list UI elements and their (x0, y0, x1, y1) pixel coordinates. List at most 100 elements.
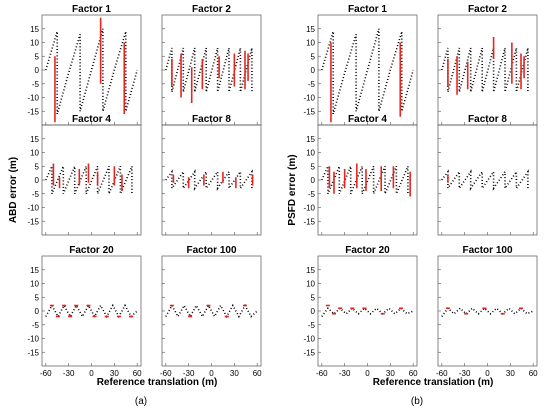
y-tick-label: -5 (308, 80, 316, 89)
series-dotted-line (441, 47, 529, 93)
y-tick-label: 5 (35, 52, 40, 61)
y-tick-label: -10 (303, 335, 315, 344)
x-tick-label: -60 (160, 369, 172, 378)
x-tick-label: 30 (110, 369, 119, 378)
x-tick-label: 30 (386, 369, 395, 378)
subplot-8: Factor 2 (437, 4, 538, 126)
y-tick-label: 15 (30, 266, 39, 275)
subplot-12: Factor 100 -60 -30 0 30 60 (436, 245, 538, 378)
subplot-9: Factor 4 15 10 5 0 -5 -10 -15 (303, 114, 418, 236)
panel-group: Factor 1 15 10 5 0 -5 -10 -15 Factor 2 Factor 4 15… (27, 4, 538, 378)
series-dotted-line (321, 307, 414, 317)
y-tick-label: 10 (306, 149, 315, 158)
x-tick-label: 0 (89, 369, 94, 378)
x-tick-label: 60 (253, 369, 262, 378)
subplot-5: Factor 20 15 10 5 0 -5 -10 -15 -60 -30 0 30 60 (27, 245, 142, 378)
x-tick-label: -30 (459, 369, 471, 378)
series-dotted-line (165, 169, 253, 191)
y-tick-label: 15 (306, 266, 315, 275)
x-tick-label: -30 (339, 369, 351, 378)
y-tick-label: 5 (311, 162, 316, 171)
y-axis-label-b: PSFD error (m) (287, 154, 298, 225)
y-tick-label: -10 (27, 94, 39, 103)
panel-title: Factor 1 (348, 4, 387, 15)
series-dotted-line (441, 169, 529, 191)
subplot-6: Factor 100 -60 -30 0 30 60 (160, 245, 262, 378)
y-tick-label: 0 (35, 307, 40, 316)
x-tick-label: 60 (133, 369, 142, 378)
y-tick-label: 10 (306, 39, 315, 48)
y-tick-label: 5 (311, 293, 316, 302)
panel-title: Factor 20 (345, 245, 390, 256)
panel-title: Factor 1 (72, 4, 111, 15)
panel-title: Factor 2 (468, 4, 507, 15)
plot-frame (317, 124, 418, 236)
panel-title: Factor 4 (72, 114, 111, 125)
plot-frame (161, 255, 262, 367)
y-tick-label: -15 (27, 107, 39, 116)
y-tick-label: -15 (303, 217, 315, 226)
y-tick-label: -5 (32, 321, 40, 330)
y-tick-label: 15 (306, 135, 315, 144)
subfigure-label-b: (b) (411, 396, 423, 407)
y-tick-label: 5 (311, 52, 316, 61)
subplot-11: Factor 20 15 10 5 0 -5 -10 -15 -60 -30 0 30 60 (303, 245, 418, 378)
y-tick-label: 0 (35, 176, 40, 185)
subplot-4: Factor 8 (161, 114, 262, 236)
y-tick-label: -5 (32, 80, 40, 89)
subplot-7: Factor 1 15 10 5 0 -5 -10 -15 (303, 4, 418, 126)
subplot-10: Factor 8 (437, 114, 538, 236)
x-tick-label: 60 (529, 369, 538, 378)
x-axis-label-b: Reference translation (m) (373, 377, 494, 388)
y-tick-label: 10 (30, 280, 39, 289)
plot-frame (317, 14, 418, 126)
subplot-1: Factor 1 15 10 5 0 -5 -10 -15 (27, 4, 142, 126)
y-tick-label: -10 (303, 204, 315, 213)
series-dotted-line (441, 307, 534, 317)
plot-frame (437, 255, 538, 367)
y-tick-label: 15 (30, 25, 39, 34)
y-tick-label: -10 (303, 94, 315, 103)
y-tick-label: 5 (35, 162, 40, 171)
panel-title: Factor 100 (462, 245, 512, 256)
series-dotted-line (165, 303, 258, 319)
plot-frame (41, 14, 142, 126)
y-tick-label: -15 (27, 217, 39, 226)
y-tick-label: -15 (303, 107, 315, 116)
y-tick-label: 0 (35, 66, 40, 75)
y-tick-label: -10 (27, 335, 39, 344)
x-tick-label: -60 (316, 369, 328, 378)
x-tick-label: 30 (230, 369, 239, 378)
y-tick-label: -5 (32, 190, 40, 199)
subfigure-label-a: (a) (135, 396, 147, 407)
x-tick-label: 60 (409, 369, 418, 378)
x-tick-label: -60 (40, 369, 52, 378)
panel-title: Factor 8 (468, 114, 507, 125)
y-tick-label: 15 (30, 135, 39, 144)
plot-frame (41, 255, 142, 367)
subplot-3: Factor 4 15 10 5 0 -5 -10 -15 (27, 114, 142, 236)
x-tick-label: -30 (183, 369, 195, 378)
series-dotted-line (45, 303, 138, 319)
y-tick-label: 0 (311, 176, 316, 185)
y-tick-label: -5 (308, 190, 316, 199)
panel-title: Factor 4 (348, 114, 387, 125)
panel-title: Factor 2 (192, 4, 231, 15)
y-tick-label: 0 (311, 66, 316, 75)
y-axis-label-a: ABD error (m) (8, 157, 19, 223)
y-tick-label: -10 (27, 204, 39, 213)
x-tick-label: 0 (209, 369, 214, 378)
x-tick-label: -60 (436, 369, 448, 378)
y-tick-label: 5 (35, 293, 40, 302)
x-tick-label: 30 (506, 369, 515, 378)
series-dotted-line (165, 47, 253, 93)
x-tick-label: -30 (63, 369, 75, 378)
y-tick-label: 10 (30, 149, 39, 158)
panel-title: Factor 8 (192, 114, 231, 125)
plot-frame (437, 14, 538, 126)
y-tick-label: -15 (303, 348, 315, 357)
panel-title: Factor 100 (186, 245, 236, 256)
plot-frame (41, 124, 142, 236)
plot-frame (161, 14, 262, 126)
